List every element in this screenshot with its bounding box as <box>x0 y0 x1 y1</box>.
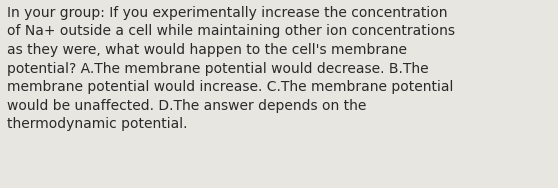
Text: In your group: If you experimentally increase the concentration
of Na+ outside a: In your group: If you experimentally inc… <box>7 6 455 131</box>
